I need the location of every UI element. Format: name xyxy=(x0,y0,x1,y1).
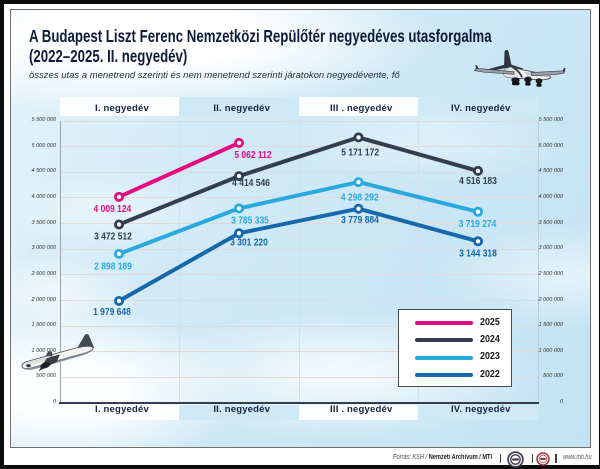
svg-text:5 062 112: 5 062 112 xyxy=(234,149,271,160)
svg-text:3 472 512: 3 472 512 xyxy=(94,231,132,242)
svg-text:3 301 220: 3 301 220 xyxy=(230,237,268,248)
svg-text:4 516 183: 4 516 183 xyxy=(459,175,497,186)
svg-text:3 785 335: 3 785 335 xyxy=(231,215,269,226)
svg-text:1 979 648: 1 979 648 xyxy=(93,306,131,317)
svg-text:4 414 546: 4 414 546 xyxy=(232,177,270,188)
svg-text:2 898 189: 2 898 189 xyxy=(94,261,132,272)
svg-text:4 009 124: 4 009 124 xyxy=(94,204,133,215)
svg-text:3 779 884: 3 779 884 xyxy=(341,214,380,225)
svg-text:4 298 292: 4 298 292 xyxy=(341,192,379,203)
svg-text:3 144 318: 3 144 318 xyxy=(459,248,497,259)
svg-text:5 171 172: 5 171 172 xyxy=(341,147,379,158)
svg-text:3 719 274: 3 719 274 xyxy=(459,218,498,229)
